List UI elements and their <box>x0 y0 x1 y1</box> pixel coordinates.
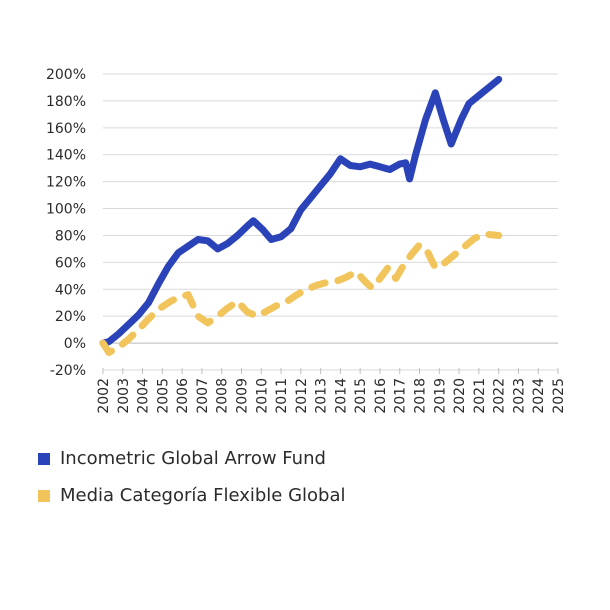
x-tick-label: 2015 <box>353 378 369 414</box>
x-tick-label: 2020 <box>452 378 468 414</box>
x-tick-label: 2025 <box>551 378 567 414</box>
x-tick-label: 2021 <box>472 378 488 414</box>
x-axis-ticks: 2002 2003 2004 2005 2006 2007 2008 2009 2010 2011… <box>96 368 567 414</box>
y-tick-label: 120% <box>46 175 86 191</box>
y-tick-label: 80% <box>55 228 86 244</box>
series-line-fund <box>99 75 503 347</box>
x-tick-label: 2012 <box>294 378 310 414</box>
x-tick-label: 2016 <box>373 378 389 414</box>
y-tick-label: -20% <box>50 363 86 379</box>
series-lines <box>99 75 503 356</box>
legend-swatch-category <box>38 489 50 502</box>
y-tick-label: 140% <box>46 148 86 164</box>
legend-item-fund: Incometric Global Arrow Fund <box>38 440 346 477</box>
x-tick-label: 2014 <box>333 378 349 414</box>
line-chart: -20% 0% 20% 40% 60% 80% 100% 120% 140% 160% 180% 20… <box>46 67 567 414</box>
y-tick-label: 0% <box>64 336 86 352</box>
x-tick-label: 2002 <box>96 378 112 414</box>
x-tick-label: 2018 <box>413 378 429 414</box>
x-tick-label: 2006 <box>175 378 191 414</box>
legend-label-fund: Incometric Global Arrow Fund <box>60 448 326 469</box>
x-tick-label: 2017 <box>393 378 409 414</box>
y-axis-ticks: -20% 0% 20% 40% 60% 80% 100% 120% 140% 160% 180% 20… <box>46 67 86 379</box>
legend-item-category: Media Categoría Flexible Global <box>38 477 346 514</box>
y-tick-label: 160% <box>46 121 86 137</box>
x-tick-label: 2010 <box>254 378 270 414</box>
y-tick-label: 20% <box>55 309 86 325</box>
x-tick-label: 2009 <box>234 378 250 414</box>
y-tick-label: 200% <box>46 67 86 83</box>
x-tick-label: 2022 <box>492 378 508 414</box>
x-tick-label: 2003 <box>116 378 132 414</box>
x-tick-label: 2024 <box>531 378 547 414</box>
y-tick-label: 40% <box>55 282 86 298</box>
x-tick-label: 2011 <box>274 378 290 414</box>
y-tick-label: 60% <box>55 255 86 271</box>
x-tick-label: 2023 <box>511 378 527 414</box>
x-tick-label: 2005 <box>155 378 171 414</box>
legend-swatch-fund <box>38 452 50 465</box>
legend: Incometric Global Arrow Fund Media Categ… <box>38 440 346 514</box>
y-tick-label: 100% <box>46 202 86 218</box>
series-line-category <box>99 230 503 356</box>
x-tick-label: 2013 <box>314 378 330 414</box>
y-tick-label: 180% <box>46 94 86 110</box>
x-tick-label: 2019 <box>432 378 448 414</box>
legend-label-category: Media Categoría Flexible Global <box>60 485 346 506</box>
x-tick-label: 2007 <box>195 378 211 414</box>
x-tick-label: 2008 <box>215 378 231 414</box>
x-tick-label: 2004 <box>136 378 152 414</box>
gridlines <box>103 73 558 371</box>
